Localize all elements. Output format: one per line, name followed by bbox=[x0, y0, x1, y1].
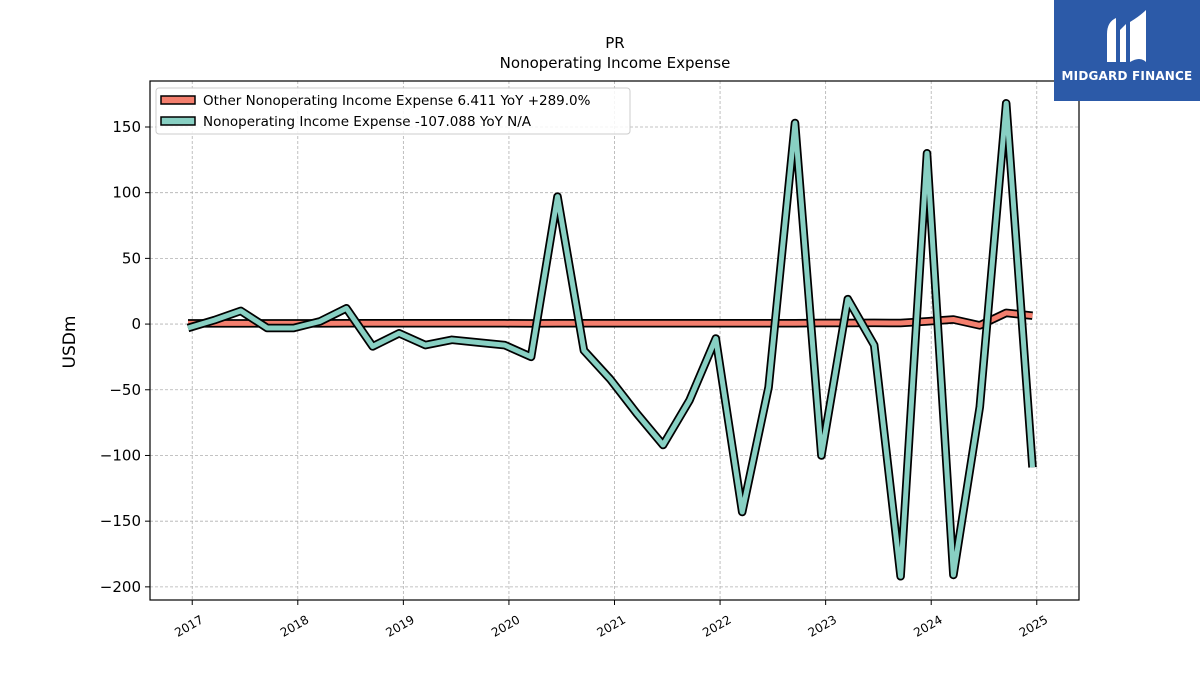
legend: Other Nonoperating Income Expense 6.411 … bbox=[155, 87, 631, 135]
series-2-line bbox=[186, 99, 1037, 581]
y-tick-label: 0 bbox=[131, 315, 141, 333]
series-layer bbox=[186, 99, 1037, 581]
series-1-line bbox=[188, 308, 1033, 330]
y-tick-label: 100 bbox=[112, 184, 141, 202]
x-tick-label: 2017 bbox=[172, 612, 205, 639]
x-axis: 2017 2018 2019 2020 2021 2022 2023 2024 2025 bbox=[172, 600, 1050, 640]
series-stroke bbox=[188, 310, 1033, 328]
y-tick-label: −150 bbox=[100, 512, 141, 530]
y-tick-label: −50 bbox=[109, 381, 141, 399]
legend-swatch bbox=[160, 95, 196, 105]
logo-mark-icon bbox=[1107, 10, 1146, 62]
x-tick-label: 2025 bbox=[1017, 612, 1050, 639]
logo-text: MIDGARD FINANCE bbox=[1061, 69, 1193, 83]
legend-label: Nonoperating Income Expense -107.088 YoY… bbox=[203, 114, 532, 130]
chart-subtitle: Nonoperating Income Expense bbox=[500, 54, 731, 72]
brand-logo: MIDGARD FINANCE bbox=[1054, 0, 1200, 101]
y-tick-label: 150 bbox=[112, 118, 141, 136]
legend-box bbox=[155, 87, 631, 135]
x-tick-label: 2022 bbox=[700, 612, 733, 639]
y-tick-label: 50 bbox=[122, 249, 141, 267]
legend-label: Other Nonoperating Income Expense 6.411 … bbox=[203, 93, 591, 109]
y-tick-label: −200 bbox=[100, 578, 141, 596]
grid bbox=[150, 81, 1079, 600]
x-tick-label: 2024 bbox=[911, 612, 944, 639]
x-tick-label: 2021 bbox=[595, 612, 628, 639]
y-tick-label: −100 bbox=[100, 446, 141, 464]
x-tick-label: 2019 bbox=[383, 612, 416, 639]
legend-swatch bbox=[160, 116, 196, 126]
chart-title: PR bbox=[605, 34, 624, 52]
x-tick-label: 2020 bbox=[489, 612, 522, 639]
y-axis: 150 100 50 0 −50 −100 −150 −200 bbox=[100, 118, 150, 596]
x-tick-label: 2023 bbox=[806, 612, 839, 639]
x-tick-label: 2018 bbox=[278, 612, 311, 639]
y-axis-label: USDm bbox=[60, 316, 80, 369]
series-stroke bbox=[187, 100, 1035, 579]
